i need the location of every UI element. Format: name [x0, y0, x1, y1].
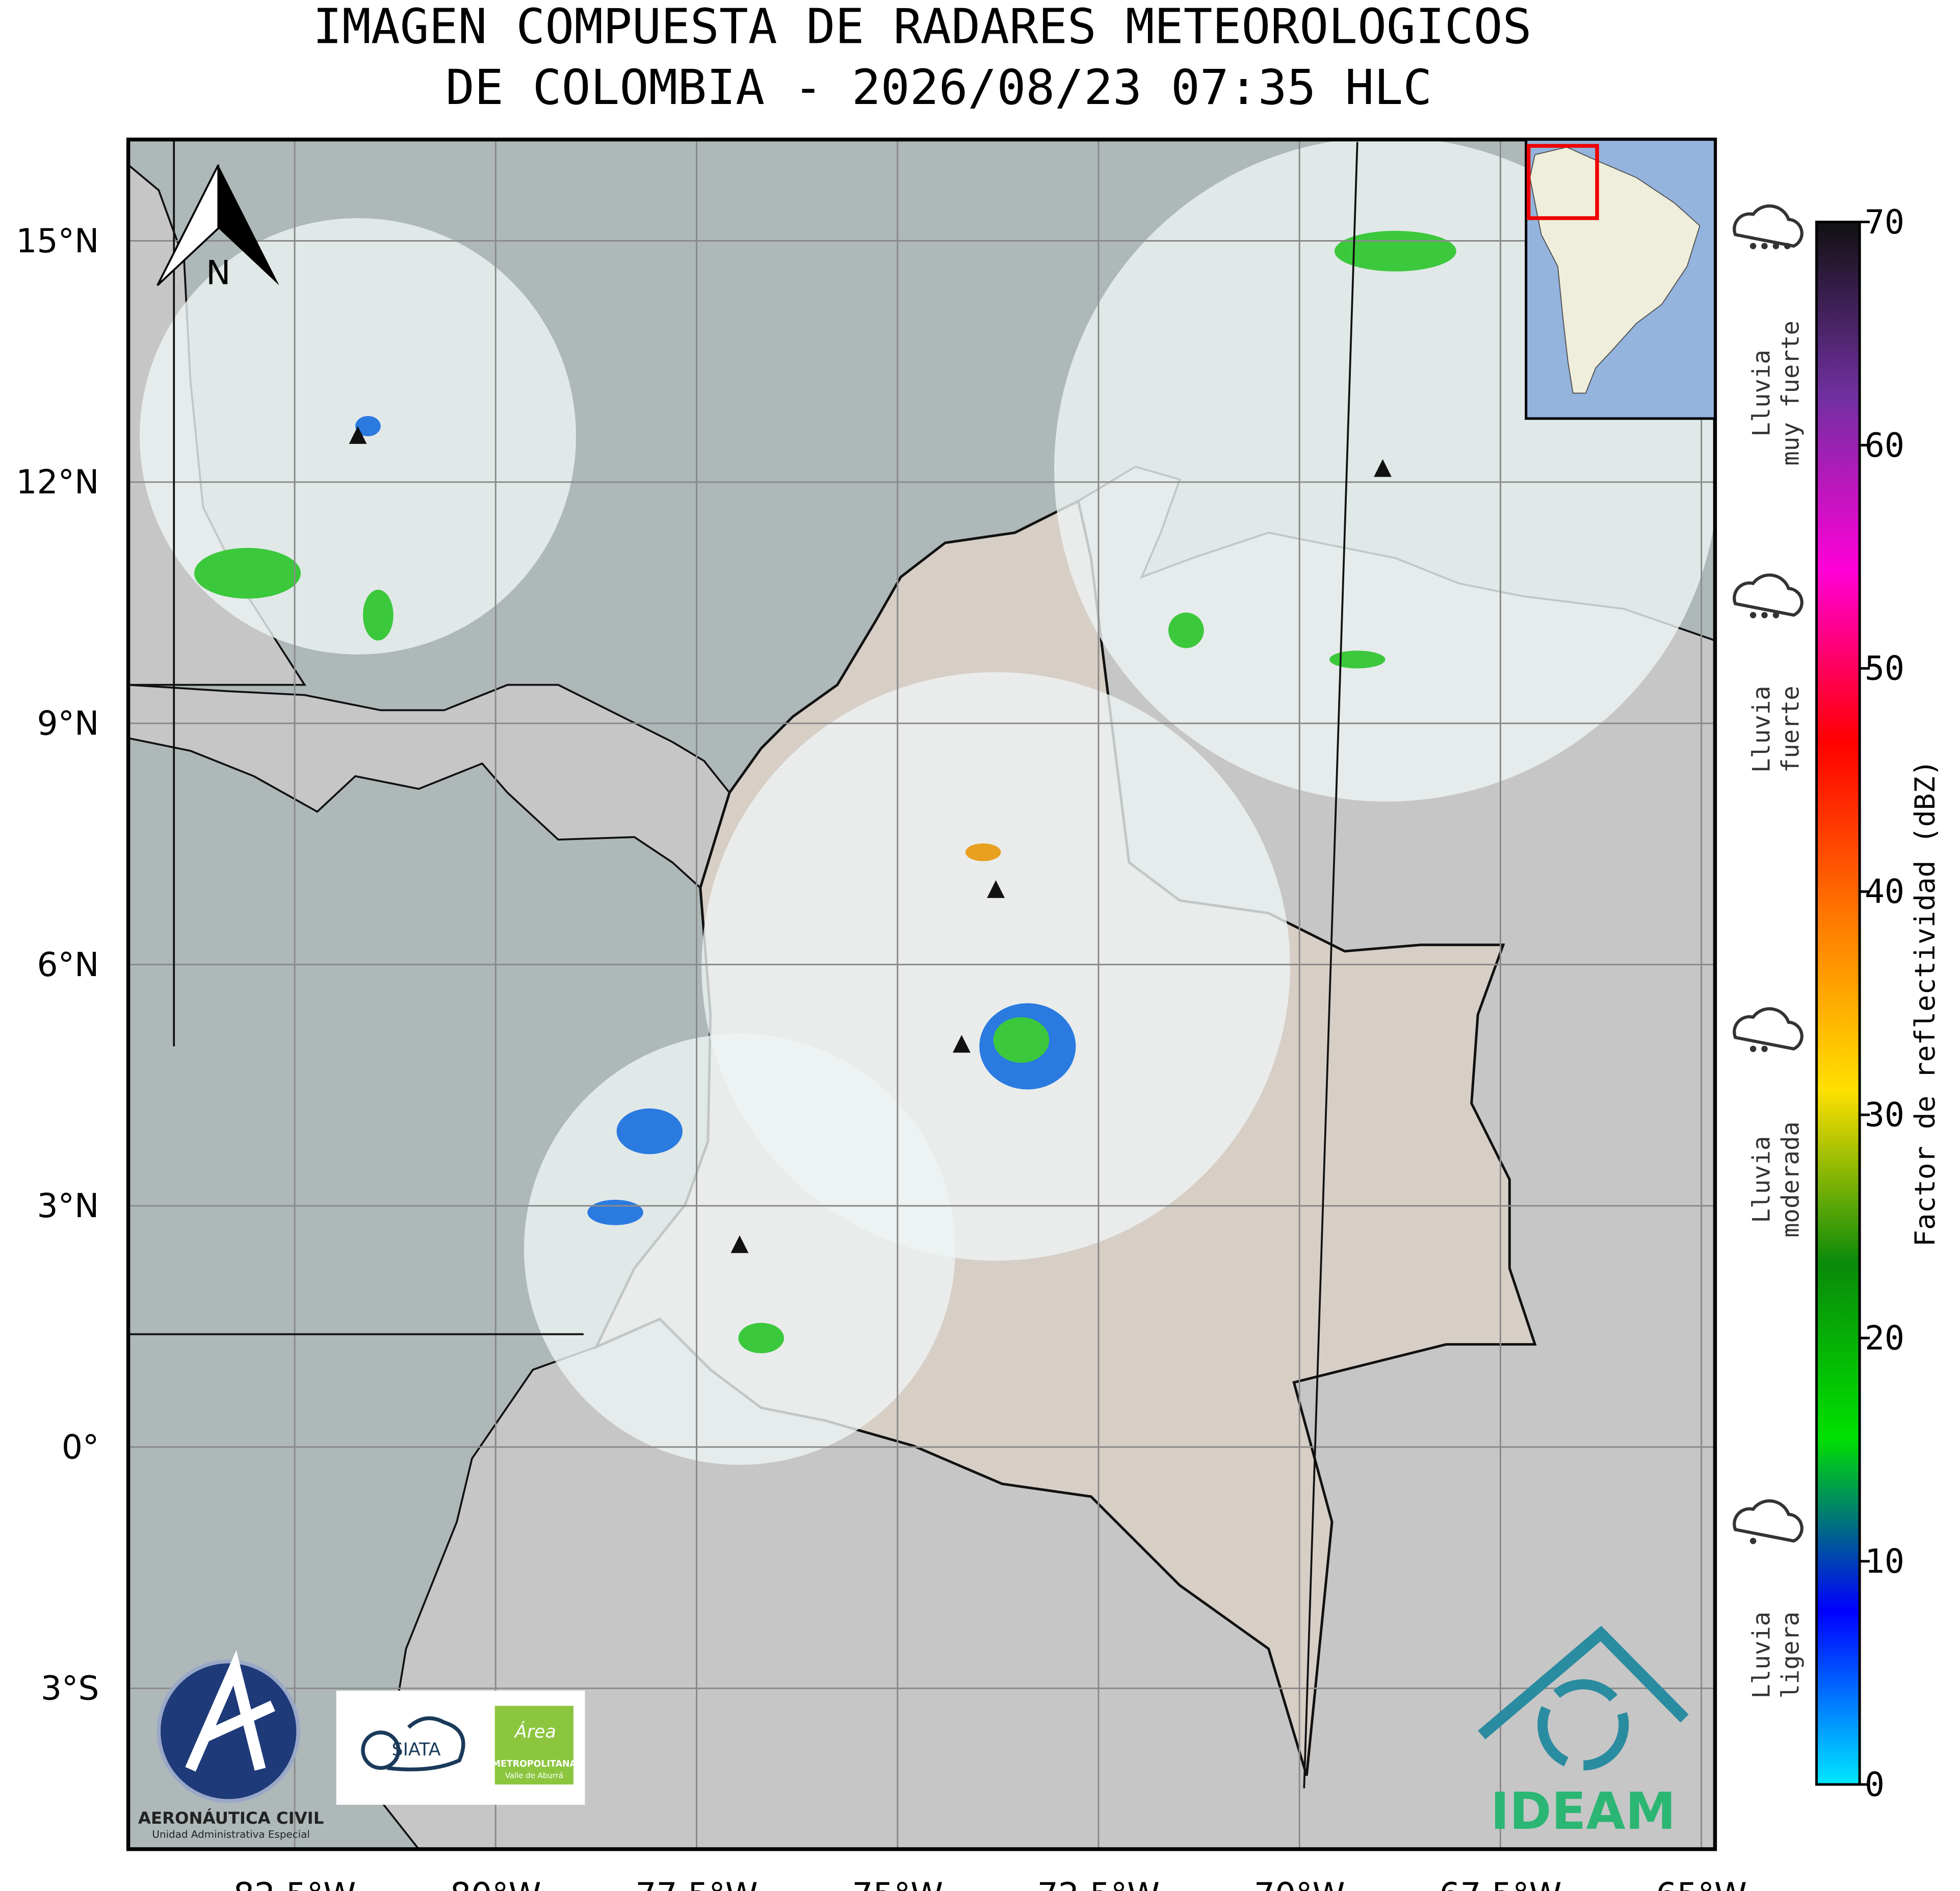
logo-text: Área: [514, 1721, 556, 1742]
y-tick-label: 6°N: [37, 946, 99, 984]
inset-extent: [1526, 144, 1599, 220]
rain-drop: [1761, 612, 1768, 619]
inset-land: [1529, 146, 1701, 394]
radar-sites: [349, 426, 1392, 1253]
radar-site: [349, 426, 367, 444]
x-tick-label: 70°W: [1254, 1876, 1345, 1891]
x-tick-label: 72.5°W: [1037, 1876, 1160, 1891]
echo: [1329, 650, 1386, 669]
logo-text: METROPOLITANA: [492, 1759, 577, 1769]
logo-text: IDEAM: [1491, 1782, 1676, 1841]
compass-label: N: [206, 254, 230, 292]
radar-site: [1374, 459, 1392, 477]
radar-site: [987, 880, 1005, 898]
colorbar-label: Factor de reflectividad (dBZ): [1909, 759, 1941, 1247]
logo-mark: [1537, 1679, 1629, 1771]
rain-drop: [1749, 243, 1757, 249]
echo: [355, 416, 381, 436]
weather-icon: [1733, 1007, 1804, 1051]
colorbar-tick-label: 60: [1865, 427, 1904, 465]
logo-mark: [1478, 1625, 1689, 1740]
y-tick-label: 3°S: [41, 1670, 99, 1708]
title-line: IMAGEN COMPUESTA DE RADARES METEOROLOGIC…: [313, 0, 1532, 55]
x-tick-label: 77.5°W: [635, 1876, 757, 1891]
boundary: [1303, 142, 1358, 1789]
colorbar-tick-label: 30: [1865, 1096, 1904, 1135]
title-line: DE COLOMBIA - 2026/08/23 07:35 HLC: [446, 60, 1432, 116]
rain-category-label: Lluvia: [1747, 1136, 1775, 1223]
colorbar-tick-label: 20: [1865, 1320, 1904, 1358]
echo: [965, 843, 1001, 861]
echo: [362, 590, 394, 641]
inset-map: [1525, 138, 1716, 420]
rain-category-label: muy fuerte: [1777, 321, 1805, 466]
echo: [194, 547, 301, 599]
x-tick-label: 80°W: [450, 1876, 541, 1891]
rain-drop: [1749, 612, 1757, 619]
echo: [587, 1199, 643, 1225]
logo-aerocivil: AERONÁUTICA CIVIL Unidad Administrativa …: [138, 1650, 324, 1840]
echo: [1168, 612, 1204, 648]
x-tick-label: 65°W: [1656, 1876, 1747, 1891]
rain-drop: [1772, 243, 1780, 249]
logo-text: Valle de Aburrá: [505, 1771, 563, 1780]
rain-drop: [1784, 243, 1791, 249]
weather-icon: [1733, 573, 1804, 617]
grid: [128, 139, 1715, 1849]
y-tick-label: 9°N: [37, 705, 99, 743]
logo-text: Unidad Administrativa Especial: [152, 1828, 309, 1840]
rain-category-label: moderada: [1777, 1121, 1805, 1238]
weather-icon: [1733, 1499, 1804, 1543]
plot-frame: [126, 137, 1717, 1851]
rain-category-label: Lluvia: [1747, 1612, 1775, 1699]
logo-text: AERONÁUTICA CIVIL: [138, 1808, 324, 1828]
colorbar-tick-label: 10: [1865, 1542, 1904, 1581]
logo-text: SIATA: [392, 1740, 441, 1760]
y-tick-label: 3°N: [37, 1187, 99, 1225]
logo-mark: [185, 1650, 275, 1772]
colorbar-tick-label: 50: [1865, 650, 1904, 688]
radar-site: [953, 1035, 971, 1053]
rain-drop: [1761, 243, 1768, 249]
x-tick-label: 82.5°W: [233, 1876, 356, 1891]
echo: [738, 1323, 785, 1353]
rain-category-label: fuerte: [1777, 686, 1805, 773]
logo-mark: [361, 1730, 401, 1770]
colorbar-tick-label: 0: [1865, 1766, 1885, 1804]
colorbar-tick-label: 40: [1865, 873, 1904, 911]
logo-box: [494, 1705, 574, 1784]
rain-drop: [1761, 1045, 1768, 1053]
y-tick-label: 0°: [62, 1428, 99, 1466]
y-tick-label: 15°N: [16, 222, 99, 260]
rain-category-label: Lluvia: [1747, 350, 1775, 437]
rain-category-label: Lluvia: [1747, 686, 1775, 773]
rain-drop: [1749, 1538, 1757, 1544]
logo-siata: SIATA Área METROPOLITANA Valle de Aburrá: [336, 1690, 585, 1805]
rain-category-label: ligera: [1777, 1612, 1805, 1699]
logo-ideam: IDEAM: [1478, 1625, 1689, 1841]
rain-drop: [1749, 1045, 1757, 1053]
echo: [616, 1108, 683, 1154]
x-tick-label: 75°W: [852, 1876, 943, 1891]
rain-drop: [1772, 612, 1780, 619]
logo-mark: [386, 1716, 465, 1772]
y-tick-label: 12°N: [16, 463, 99, 502]
x-tick-label: 67.5°W: [1439, 1876, 1561, 1891]
radar-site: [730, 1235, 749, 1253]
colorbar-tick-label: 70: [1865, 203, 1904, 242]
colorbar: [1815, 220, 1861, 1786]
echo: [993, 1017, 1050, 1063]
map: [128, 139, 1715, 1849]
weather-icon: [1733, 204, 1804, 248]
